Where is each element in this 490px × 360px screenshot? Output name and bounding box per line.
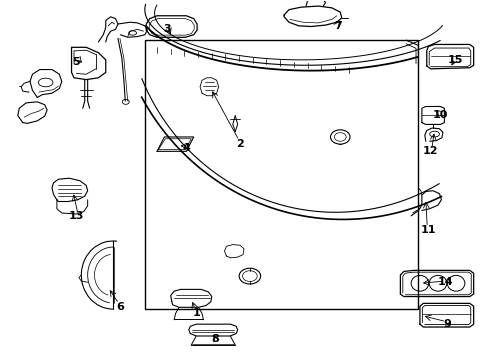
Text: 12: 12 xyxy=(423,146,439,156)
Text: 10: 10 xyxy=(433,111,448,121)
Text: 3: 3 xyxy=(163,24,171,35)
Text: 1: 1 xyxy=(192,308,200,318)
Text: 6: 6 xyxy=(117,302,124,312)
Text: 8: 8 xyxy=(212,333,220,343)
Text: 9: 9 xyxy=(444,319,452,329)
Text: 15: 15 xyxy=(447,55,463,65)
Bar xyxy=(145,40,418,309)
Text: 7: 7 xyxy=(334,21,342,31)
Text: 11: 11 xyxy=(420,225,436,235)
Text: 5: 5 xyxy=(73,57,80,67)
Text: 13: 13 xyxy=(69,211,84,221)
Text: 4: 4 xyxy=(182,143,190,153)
Text: 2: 2 xyxy=(236,139,244,149)
Text: 14: 14 xyxy=(438,277,453,287)
